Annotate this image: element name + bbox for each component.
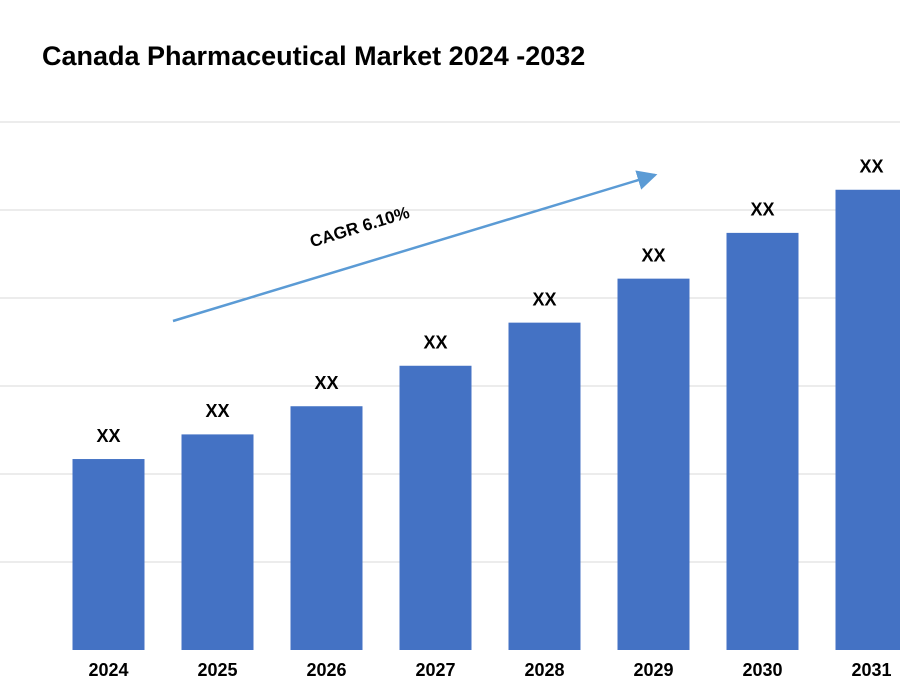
bar: [835, 189, 900, 650]
bar-label: XX: [641, 245, 665, 265]
bar-label: XX: [423, 333, 447, 353]
bar: [726, 232, 799, 650]
x-tick-label: 2025: [197, 660, 237, 680]
bar-label: XX: [532, 289, 556, 309]
bar: [181, 434, 254, 650]
x-tick-label: 2024: [88, 660, 128, 680]
bar-label: XX: [96, 426, 120, 446]
x-tick-label: 2026: [306, 660, 346, 680]
bar-label: XX: [859, 157, 883, 177]
trend-arrow: [172, 170, 658, 323]
bar-label: XX: [750, 200, 774, 220]
chart-title: Canada Pharmaceutical Market 2024 -2032: [42, 41, 585, 71]
x-tick-label: 2028: [524, 660, 564, 680]
x-tick-label: 2027: [415, 660, 455, 680]
x-tick-label: 2031: [851, 660, 891, 680]
bar: [399, 365, 472, 650]
bar-label: XX: [205, 401, 229, 421]
bar: [290, 406, 363, 650]
bar: [508, 322, 581, 650]
x-tick-label: 2029: [633, 660, 673, 680]
bar-label: XX: [314, 373, 338, 393]
bar: [72, 459, 145, 650]
bar: [617, 278, 690, 650]
x-tick-label: 2030: [742, 660, 782, 680]
